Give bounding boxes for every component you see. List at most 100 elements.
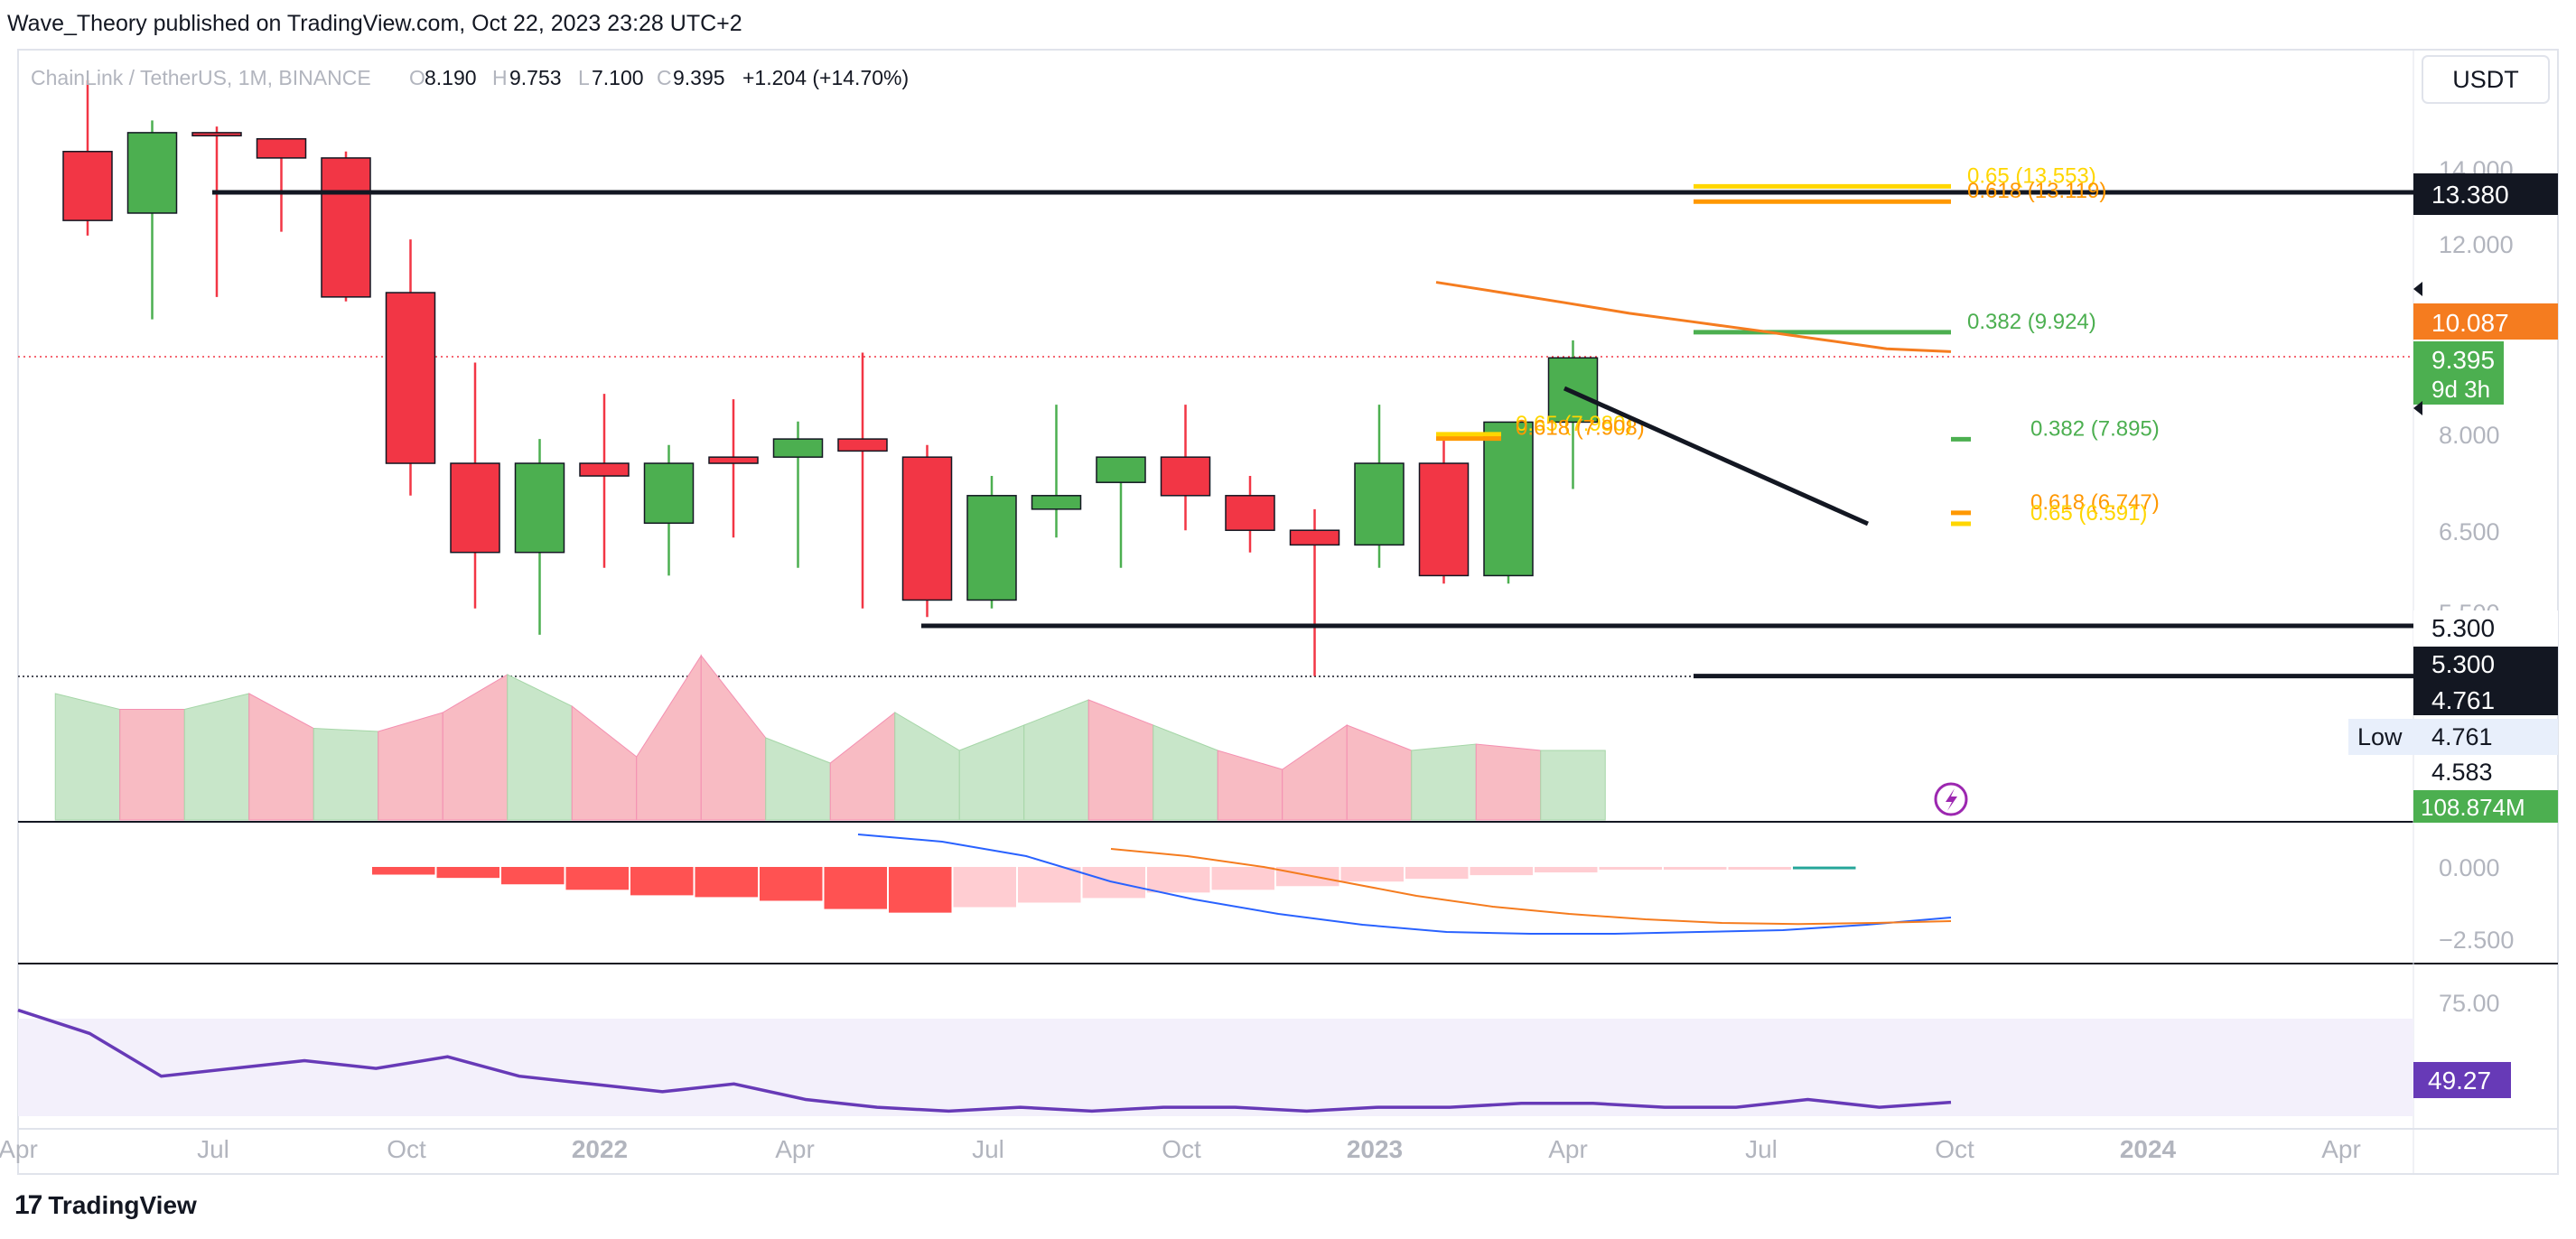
triangle-marker-icon [2413,282,2422,296]
legend-high-label: H [492,66,508,89]
volume-segment [1346,724,1413,821]
candle-body [1354,462,1405,546]
volume-segment [183,693,250,821]
rsi-line [17,1008,1952,1113]
legend-symbol: ChainLink / TetherUS, 1M, BINANCE [31,66,371,89]
time-axis-label: Oct [1162,1135,1201,1163]
candle-body [385,292,436,464]
publish-line: Wave_Theory published on TradingView.com… [7,11,742,36]
price-tick: 8.000 [2439,422,2500,449]
currency-button[interactable]: USDT [2422,55,2550,104]
candle-body [579,462,630,477]
time-axis-label: 2022 [572,1135,628,1163]
fib-level-label: 0.382 (7.895) [2030,416,2160,441]
volume-segment [958,724,1025,821]
volume-segment [1217,750,1283,821]
candle-body [256,138,307,159]
macd-histogram-bar [1405,867,1469,880]
ema-line [1435,281,1952,353]
candle-body [1031,495,1082,510]
fib-level-label: 0.382 (9.924) [1967,310,2096,334]
volume-segment [119,709,185,821]
rsi-band [18,1019,2413,1116]
time-axis-label: Jul [972,1135,1004,1163]
low-badge [2348,719,2558,755]
candle-body [321,157,371,298]
time-axis-label: Jul [197,1135,229,1163]
candle-body [837,438,888,452]
footer-brand: 17 TradingView [14,1190,197,1221]
volume-segment [1475,743,1542,821]
macd-tick-neg: −2.500 [2439,927,2514,954]
macd-histogram-bar [953,867,1016,908]
rsi-badge [2413,1062,2511,1098]
volume-segment [571,704,638,821]
time-axis-label: 2023 [1347,1135,1403,1163]
candle-body [1225,495,1275,531]
currency-label[interactable]: USDT [2452,66,2519,93]
symbol-legend: ChainLink / TetherUS, 1M, BINANCE O 8.19… [31,66,909,89]
candle-body [966,495,1017,601]
rsi-tick: 75.00 [2439,990,2500,1017]
macd-histogram-bar [1147,867,1210,893]
volume-segment [1153,724,1218,821]
price-badges: 13.380 10.087 9.395 9d 3h 5.300 5.300 4.… [2348,173,2558,823]
macd-histogram-bar [436,867,499,879]
candle-body [643,462,695,525]
triangle-marker-icon [2413,401,2422,415]
legend-close-label: C [657,66,672,89]
candle-body [1289,529,1340,546]
footer-brand-text: TradingView [48,1191,197,1219]
time-axis-label: Apr [775,1135,815,1163]
level-badge-5300-text: 5.300 [2431,650,2495,678]
volume-segment [54,693,121,821]
volume-segment [1540,750,1606,821]
macd-histogram-bar [501,867,565,885]
macd-histogram-bar [1599,867,1662,871]
macd-signal-line [1110,848,1952,926]
trend-line[interactable] [1563,386,1870,526]
time-axis-label: Jul [1745,1135,1778,1163]
lightning-icon[interactable] [1934,782,1968,816]
volume-segment [378,712,443,821]
rsi-pane [17,1008,1952,1113]
level-badge-4761-text: 4.761 [2431,686,2495,714]
macd-histogram-bar [1211,867,1274,890]
time-axis-label: Oct [1935,1135,1974,1163]
macd-histogram-bar [1470,867,1533,876]
candle-body [126,132,178,214]
macd-histogram-bar [565,867,629,890]
level-badge-top-text: 13.380 [2431,181,2509,209]
legend-open-label: O [409,66,425,89]
price-tick: 12.000 [2439,231,2514,258]
ema-badge-text: 10.087 [2431,309,2509,337]
last-price-text: 9.395 [2431,346,2495,374]
volume-badge-text: 108.874M [2421,794,2525,821]
macd-histogram-bar [1276,867,1339,887]
countdown-text: 9d 3h [2431,376,2490,403]
macd-histogram-bar [1535,867,1598,873]
publish-header: Wave_Theory published on TradingView.com… [7,11,742,37]
candle-body [191,132,242,137]
volume-segment [765,737,831,821]
fibonacci-levels: 0.65 (13.553)0.618 (13.119) 0.382 (9.924)… [1436,163,2160,526]
macd-tick-zero: 0.000 [2439,854,2500,881]
candle-body [1160,456,1211,497]
level-badge-top [2413,173,2558,215]
fib-level-label: 0.618 (13.119) [1967,179,2106,203]
countdown-badge [2413,372,2504,405]
time-axis-label: Apr [1548,1135,1588,1163]
candle-body [708,456,759,464]
candle-body [450,462,500,554]
time-axis-label: Apr [0,1135,38,1163]
macd-pane [372,834,1952,935]
level-badge-4761 [2413,683,2558,715]
level-badge-5300 [2413,647,2558,683]
time-axis[interactable]: Apr Jul Oct 2022 Apr Jul Oct 2023 Apr Jul Oct 2024 A… [0,1135,2361,1163]
time-axis-label: Oct [387,1135,426,1163]
h-level-text: 5.300 [2431,614,2495,642]
chart-frame [17,49,2559,1175]
volume-segment [248,693,314,821]
volume-segment [1087,699,1154,821]
